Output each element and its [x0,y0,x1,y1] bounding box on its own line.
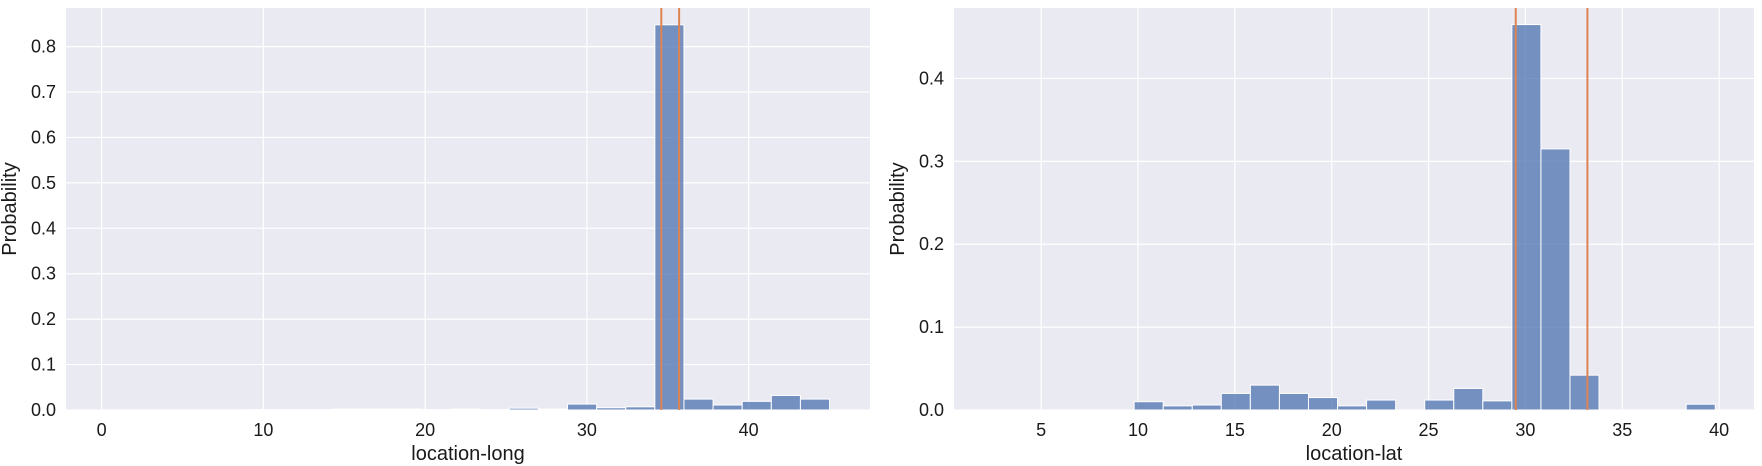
histogram-bar [625,406,656,411]
histogram-bar [1569,374,1600,411]
plot-area [66,8,870,410]
histogram-bar [1482,400,1513,411]
histogram-bar [770,394,801,411]
x-tick-label: 10 [1128,420,1148,440]
y-tick-label: 0.2 [31,309,56,329]
histogram-bar [712,404,743,411]
x-axis-label: location-lat [1306,443,1403,465]
y-tick-label: 0.2 [919,234,944,254]
y-tick-label: 0.3 [919,151,944,171]
histogram-bar [363,408,394,411]
histogram-bar [1278,392,1309,411]
y-tick-label: 0.0 [919,400,944,420]
x-tick-label: 10 [253,420,273,440]
histogram-bar [1249,384,1280,411]
histogram-bar [1191,404,1222,411]
histogram-location-lat: 5 10 15 20 25 30 35 40 0.0 0.1 0.2 0.3 0.4 location-l… [887,8,1754,465]
histogram-bar [508,407,539,411]
x-tick-label: 25 [1419,420,1439,440]
y-axis-label: Probability [0,162,21,255]
plot-area [954,8,1754,410]
x-tick-label: 5 [1036,420,1046,440]
x-axis-label: location-long [411,443,524,465]
histogram-bar [537,408,568,411]
y-tick-label: 0.4 [919,68,944,88]
histogram-bar [1540,148,1571,411]
x-tick-label: 20 [1322,420,1342,440]
y-tick-label: 0.3 [31,264,56,284]
x-tick-label: 0 [97,420,107,440]
y-tick-label: 0.0 [31,400,56,420]
y-tick-label: 0.1 [919,317,944,337]
histogram-bar [1453,387,1484,411]
histogram-bar [1220,392,1251,411]
histogram-bar [799,398,831,411]
y-tick-label: 0.6 [31,127,56,147]
x-tick-label: 15 [1225,420,1245,440]
y-tick-label: 0.4 [31,218,56,238]
x-tick-label: 30 [1515,420,1535,440]
x-tick-label: 40 [1709,420,1729,440]
histogram-location-long: 0 10 20 30 40 0.0 0.1 0.2 0.3 0.4 0.5 0.6 0.7 0.8 loca… [0,8,870,465]
histogram-bar [1307,397,1339,411]
y-tick-label: 0.1 [31,355,56,375]
y-tick-label: 0.5 [31,173,56,193]
x-tick-label: 30 [577,420,597,440]
histogram-bar [392,408,423,411]
y-axis-label: Probability [887,162,909,255]
x-tick-label: 20 [415,420,435,440]
histogram-bar [334,408,365,411]
histogram-bar [596,407,627,411]
histogram-bar [683,398,714,411]
histogram-bar [1424,399,1455,411]
histogram-bar [1685,403,1716,411]
histogram-bar [1162,405,1193,411]
histogram-bar [450,408,481,411]
x-tick-label: 35 [1612,420,1632,440]
histogram-bar [1366,399,1397,411]
histogram-bar [1133,401,1164,411]
y-tick-label: 0.8 [31,37,56,57]
histogram-bar [566,403,598,411]
histogram-bar [1337,405,1368,411]
x-tick-label: 40 [739,420,759,440]
histogram-bar [741,400,772,411]
y-tick-label: 0.7 [31,82,56,102]
